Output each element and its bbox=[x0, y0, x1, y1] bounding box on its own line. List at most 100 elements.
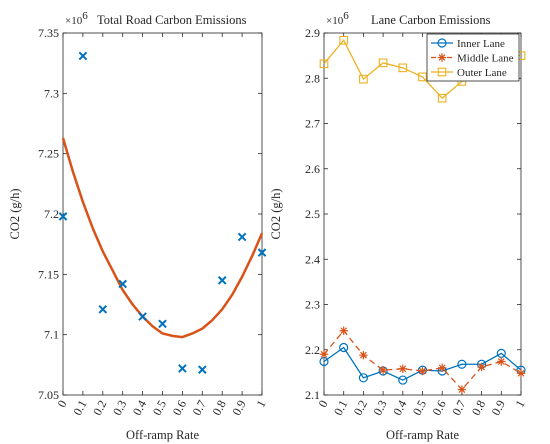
data-point-star bbox=[398, 364, 407, 373]
y-tick-label: 2.2 bbox=[305, 343, 320, 357]
x-tick-label: 0 bbox=[54, 398, 69, 410]
data-point-star bbox=[378, 365, 388, 375]
y-tick-label: 2.1 bbox=[305, 388, 320, 402]
x-tick-label: 0.1 bbox=[70, 398, 89, 418]
data-point-square bbox=[437, 67, 447, 77]
data-point-circle bbox=[358, 373, 368, 383]
x-tick-label: 0 bbox=[315, 398, 330, 410]
left-y-ticks: 7.05 7.1 7.15 7.2 7.25 7.3 7.35 bbox=[38, 26, 262, 402]
x-tick-label: 0.6 bbox=[170, 398, 189, 418]
x-tick-label: 0.9 bbox=[489, 398, 508, 418]
right-x-ticks: 0 0.1 0.2 0.3 0.4 0.5 0.6 0.7 0.8 0.9 1 bbox=[315, 33, 528, 418]
data-point-x bbox=[58, 212, 68, 221]
right-exponent-label: ×106 bbox=[326, 10, 349, 27]
x-tick-label: 0.3 bbox=[110, 398, 129, 418]
y-tick-label: 2.8 bbox=[305, 71, 320, 85]
data-point-x bbox=[138, 312, 147, 321]
data-point-x bbox=[118, 279, 128, 289]
data-point-x bbox=[257, 248, 267, 257]
x-tick-label: 1 bbox=[253, 398, 268, 410]
data-point-x bbox=[98, 305, 108, 314]
y-tick-label: 2.4 bbox=[305, 252, 320, 266]
data-point-star bbox=[339, 326, 348, 335]
data-point-circle bbox=[457, 359, 467, 369]
y-tick-label: 2.3 bbox=[305, 298, 320, 312]
legend-item: Middle Lane bbox=[431, 53, 514, 65]
left-scatter-points bbox=[58, 51, 267, 374]
left-exponent-label: ×106 bbox=[65, 10, 88, 27]
fit-curve-line bbox=[61, 137, 264, 339]
data-point-star bbox=[438, 363, 447, 373]
total-emissions-chart: 7.057.17.157.27.257.37.35 0 0.1 0.2 0.3 0.4 0… bbox=[8, 10, 269, 442]
x-tick-label: 0.9 bbox=[229, 398, 248, 418]
x-tick-label: 0.8 bbox=[209, 398, 228, 418]
data-point-star bbox=[477, 362, 486, 372]
x-tick-label: 0.8 bbox=[469, 398, 488, 418]
right-y-ticks: 2.1 2.2 2.3 2.4 2.5 2.6 2.7 2.8 2.9 bbox=[305, 26, 521, 402]
data-point-square bbox=[398, 63, 408, 73]
y-tick-label: 7.35 bbox=[38, 26, 59, 40]
legend-label: Inner Lane bbox=[457, 38, 505, 50]
data-point-square bbox=[319, 59, 329, 69]
right-x-axis-label: Off-ramp Rate bbox=[386, 428, 459, 442]
data-point-star bbox=[457, 385, 467, 394]
data-point-square bbox=[378, 58, 388, 68]
right-y-axis-label: CO2 (g/h) bbox=[269, 188, 283, 239]
data-point-x bbox=[178, 364, 187, 373]
data-point-x bbox=[197, 365, 207, 374]
data-point-x bbox=[237, 232, 247, 242]
y-tick-label: 7.15 bbox=[38, 267, 59, 281]
data-point-square bbox=[339, 35, 349, 45]
x-tick-label: 0.7 bbox=[190, 398, 209, 418]
data-point-circle bbox=[339, 342, 349, 353]
legend-item: Inner Lane bbox=[431, 38, 505, 50]
x-tick-label: 0.2 bbox=[351, 398, 370, 418]
data-point-x bbox=[158, 319, 167, 329]
legend-item: Outer Lane bbox=[431, 67, 507, 79]
data-point-star bbox=[319, 350, 329, 359]
x-tick-label: 0.4 bbox=[390, 398, 409, 418]
x-tick-label: 1 bbox=[512, 398, 527, 410]
data-point-square bbox=[418, 72, 427, 82]
y-tick-label: 2.6 bbox=[305, 162, 320, 176]
y-tick-label: 2.9 bbox=[305, 26, 320, 40]
x-tick-label: 0.5 bbox=[410, 398, 429, 418]
data-point-square bbox=[437, 93, 447, 103]
x-tick-label: 0.3 bbox=[370, 398, 389, 418]
data-point-star bbox=[437, 53, 447, 62]
data-point-square bbox=[359, 74, 368, 84]
y-tick-label: 7.2 bbox=[44, 207, 59, 221]
data-point-star bbox=[497, 357, 506, 366]
y-tick-label: 7.3 bbox=[44, 86, 59, 100]
x-tick-label: 0.6 bbox=[429, 398, 448, 418]
y-tick-label: 7.25 bbox=[38, 147, 59, 161]
data-point-x bbox=[78, 51, 88, 61]
y-tick-label: 7.1 bbox=[44, 328, 59, 342]
x-tick-label: 0.1 bbox=[331, 398, 350, 418]
lane-emissions-chart: 2.12.22.32.42.52.62.72.82.9 0 0.1 0.2 0.3 0.… bbox=[269, 10, 528, 442]
data-point-x bbox=[217, 276, 227, 285]
left-fit-curve bbox=[61, 137, 264, 339]
left-x-axis-label: Off-ramp Rate bbox=[126, 428, 199, 442]
data-point-star bbox=[359, 350, 368, 360]
right-chart-title: Lane Carbon Emissions bbox=[371, 13, 491, 27]
right-legend: Inner Lane Middle Lane Outer Lane bbox=[426, 33, 520, 82]
series-middle-lane bbox=[319, 326, 526, 394]
x-tick-label: 0.5 bbox=[150, 398, 169, 418]
left-x-ticks: 0 0.1 0.2 0.3 0.4 0.5 0.6 0.7 0.8 0.9 1 bbox=[54, 33, 269, 418]
series-line bbox=[323, 329, 522, 391]
x-tick-label: 0.7 bbox=[449, 398, 468, 418]
data-point-circle bbox=[398, 375, 408, 385]
x-tick-label: 0.4 bbox=[130, 398, 149, 418]
data-point-circle bbox=[437, 38, 447, 48]
left-chart-title: Total Road Carbon Emissions bbox=[97, 13, 247, 27]
y-tick-label: 2.7 bbox=[305, 117, 320, 131]
y-tick-label: 2.5 bbox=[305, 207, 320, 221]
x-tick-label: 0.2 bbox=[90, 398, 109, 418]
data-point-star bbox=[418, 366, 427, 376]
legend-label: Middle Lane bbox=[457, 53, 514, 65]
data-point-star bbox=[516, 369, 526, 378]
y-tick-label: 7.05 bbox=[38, 388, 59, 402]
legend-label: Outer Lane bbox=[457, 67, 507, 79]
